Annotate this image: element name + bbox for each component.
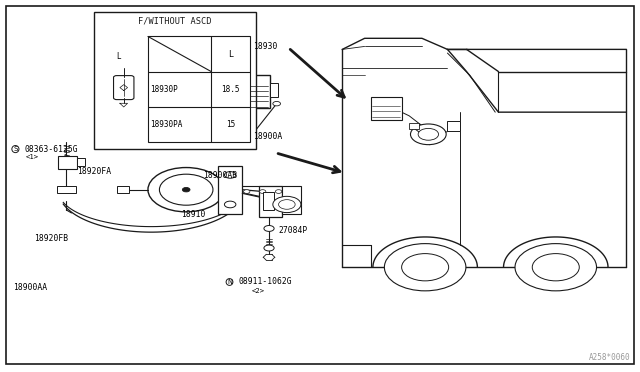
Text: 18920FB: 18920FB: [35, 234, 68, 243]
Circle shape: [225, 201, 236, 208]
Bar: [218, 166, 243, 214]
Bar: [282, 186, 301, 214]
Text: 08911-1062G: 08911-1062G: [239, 278, 292, 286]
Bar: [447, 121, 460, 131]
Text: L: L: [228, 49, 233, 58]
Circle shape: [275, 190, 282, 193]
Bar: [225, 75, 270, 109]
Text: <2>: <2>: [252, 288, 265, 294]
Circle shape: [385, 244, 466, 291]
Text: 18900AA: 18900AA: [13, 283, 47, 292]
Bar: [371, 97, 401, 119]
Text: <1>: <1>: [26, 154, 39, 160]
Circle shape: [264, 225, 274, 231]
Circle shape: [532, 254, 579, 281]
Circle shape: [278, 200, 295, 209]
Text: F/WITHOUT ASCD: F/WITHOUT ASCD: [138, 17, 212, 26]
Circle shape: [259, 190, 266, 193]
Text: L: L: [116, 52, 121, 61]
Text: 18930: 18930: [253, 42, 278, 51]
Bar: [58, 157, 77, 169]
Bar: [262, 192, 274, 210]
Circle shape: [182, 187, 190, 192]
Text: 18930PA: 18930PA: [150, 120, 183, 129]
Bar: [218, 83, 226, 99]
Circle shape: [159, 174, 213, 205]
Text: A258*0060: A258*0060: [589, 353, 631, 362]
Circle shape: [225, 171, 236, 178]
Bar: [57, 186, 76, 193]
Text: 08363-6125G: 08363-6125G: [24, 145, 78, 154]
Bar: [94, 13, 256, 149]
FancyBboxPatch shape: [113, 76, 134, 100]
Bar: [270, 83, 278, 97]
Text: S: S: [13, 146, 17, 152]
Text: 27084P: 27084P: [278, 226, 308, 235]
Circle shape: [264, 245, 274, 251]
Text: 18930P: 18930P: [150, 84, 179, 94]
Circle shape: [418, 128, 438, 140]
Text: 15: 15: [226, 120, 235, 129]
Circle shape: [273, 102, 280, 106]
Text: 18910: 18910: [181, 210, 205, 219]
Bar: [259, 186, 282, 217]
Circle shape: [515, 244, 596, 291]
Circle shape: [273, 196, 301, 212]
Bar: [409, 123, 419, 129]
Text: N: N: [227, 279, 232, 285]
Bar: [77, 158, 85, 166]
Text: 18.5: 18.5: [221, 84, 240, 94]
Circle shape: [148, 167, 225, 212]
Bar: [148, 36, 250, 142]
Text: 18900AB: 18900AB: [203, 171, 237, 180]
Text: 18920FA: 18920FA: [77, 167, 111, 176]
Circle shape: [402, 254, 449, 281]
Bar: [117, 186, 129, 193]
Text: 18900A: 18900A: [253, 132, 282, 141]
Circle shape: [244, 190, 250, 193]
Circle shape: [410, 124, 446, 145]
